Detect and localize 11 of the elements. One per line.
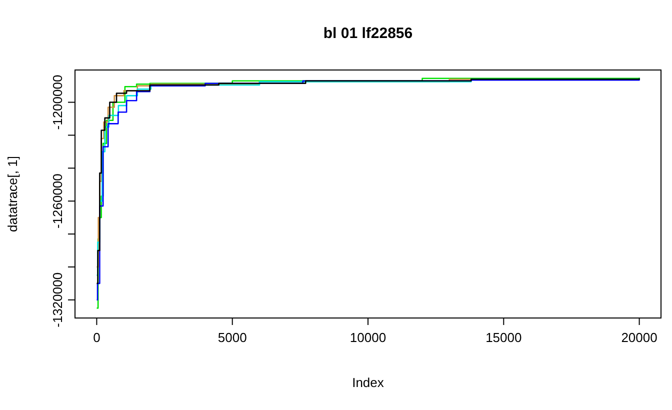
- x-tick-label: 0: [93, 330, 100, 345]
- y-tick-label: -1200000: [50, 74, 65, 130]
- y-tick-label: -1260000: [50, 174, 65, 229]
- y-axis-title: datatrace[, 1]: [5, 156, 20, 232]
- y-tick-label: -1320000: [50, 272, 65, 328]
- x-tick-label: 20000: [621, 330, 658, 345]
- x-tick-label: 15000: [486, 330, 522, 345]
- chart-title: bl 01 lf22856: [323, 25, 413, 42]
- x-tick-label: 10000: [350, 330, 386, 345]
- x-tick-label: 5000: [218, 330, 247, 345]
- x-axis-title: Index: [352, 375, 384, 390]
